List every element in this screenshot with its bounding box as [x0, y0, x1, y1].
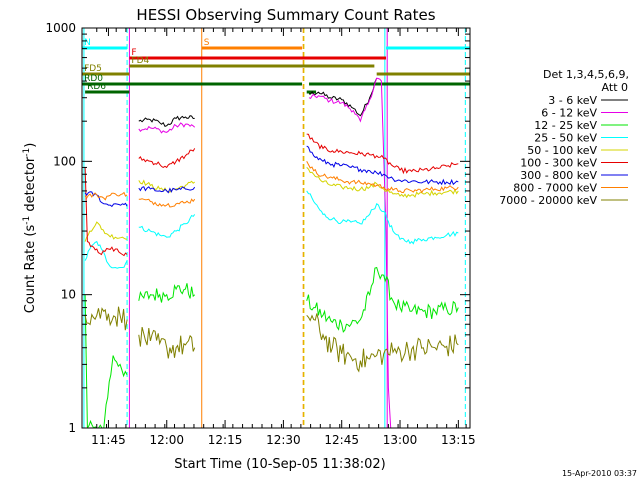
- series-7: [84, 161, 459, 208]
- legend-label-2: 12 - 25 keV: [534, 119, 597, 132]
- series-line-3-1: [138, 214, 196, 238]
- legend-label-8: 7000 - 20000 keV: [499, 194, 597, 207]
- x-axis-label: Start Time (10-Sep-05 11:38:02): [174, 457, 385, 472]
- series-line-8-2: [306, 313, 459, 373]
- flag-label-f: F: [131, 48, 136, 58]
- y-axis-label-text: Count Rate (s-1 detector-1): [22, 143, 38, 314]
- series-line-4-2: [306, 167, 459, 199]
- series-line-5-1: [138, 148, 196, 169]
- x-tick-label-1: 12:00: [149, 433, 184, 447]
- series-line-5-2: [306, 133, 459, 175]
- y-axis-label-mid: detector: [23, 156, 38, 216]
- x-tick-label-0: 11:45: [91, 433, 126, 447]
- legend-header-detectors: Det 1,3,4,5,6,9,: [543, 68, 629, 81]
- series-2: [84, 266, 459, 428]
- legend-label-6: 300 - 800 keV: [520, 169, 597, 182]
- series-line-4-0: [84, 221, 128, 242]
- series-line-2-1: [138, 283, 196, 303]
- y-tick-label-0: 1: [68, 421, 76, 435]
- plot-area: [83, 28, 466, 428]
- series-line-2-2: [306, 266, 459, 333]
- legend-header-attenuator: Att 0: [602, 81, 628, 94]
- x-tick-label-4: 12:45: [324, 433, 359, 447]
- flag-label-n: N: [84, 38, 91, 48]
- flag-label-fd4: FD4: [131, 56, 149, 66]
- x-tick-label-6: 13:15: [441, 433, 476, 447]
- series-1: [138, 77, 392, 428]
- series-5: [84, 133, 459, 257]
- series-line-8-0: [84, 306, 128, 331]
- flag-label-s: S: [204, 38, 210, 48]
- axes: 11:45 12:00 12:15 12:30 12:45 13:00 13:15 1 10 10…: [45, 21, 475, 447]
- series-line-0-1: [309, 77, 378, 117]
- x-tick-label-3: 12:30: [266, 433, 301, 447]
- series-0: [138, 77, 378, 128]
- series-4: [84, 167, 459, 242]
- y-axis-label-sup2: -1: [22, 148, 32, 157]
- legend-label-4: 50 - 100 keV: [527, 144, 597, 157]
- legend-label-1: 6 - 12 keV: [541, 107, 597, 120]
- legend-label-3: 25 - 50 keV: [534, 132, 597, 145]
- y-axis-label-end: ): [23, 143, 38, 148]
- y-axis-label-main: Count Rate (s: [23, 225, 38, 314]
- series-line-3-0: [84, 240, 128, 269]
- series-3: [84, 190, 459, 269]
- series-line-7-2: [306, 161, 459, 194]
- series-line-1-0: [138, 122, 196, 134]
- series-line-7-1: [138, 198, 196, 208]
- series-line-6-0: [84, 191, 128, 208]
- plot-frame: [81, 27, 471, 429]
- chart-title: HESSI Observing Summary Count Rates: [136, 6, 435, 24]
- series-line-8-1: [138, 326, 196, 359]
- series-6: [84, 145, 459, 208]
- series-line-6-1: [138, 186, 196, 194]
- legend-label-5: 100 - 300 keV: [520, 157, 597, 170]
- flag-label-rd6: RD6: [87, 82, 106, 92]
- series-line-7-0: [84, 191, 128, 201]
- timestamp: 15-Apr-2010 03:37: [562, 469, 637, 478]
- series-line-2-0: [84, 294, 128, 428]
- flag-label-rd0: RD0: [84, 74, 103, 84]
- series-line-1-1: [308, 77, 392, 428]
- series-line-6-2: [306, 145, 459, 186]
- series-line-0-0: [138, 115, 195, 128]
- series-lines: [84, 77, 459, 428]
- flag-label-fd5: FD5: [84, 64, 102, 74]
- y-tick-label-2: 100: [53, 154, 76, 168]
- y-axis-label: Count Rate (s-1 detector-1): [22, 143, 38, 314]
- y-tick-label-3: 1000: [45, 21, 76, 35]
- legend-label-7: 800 - 7000 keV: [513, 182, 597, 195]
- x-tick-label-5: 13:00: [383, 433, 418, 447]
- y-tick-label-1: 10: [61, 288, 76, 302]
- legend-label-0: 3 - 6 keV: [548, 94, 597, 107]
- series-line-5-0: [84, 167, 128, 257]
- series-8: [84, 306, 459, 373]
- y-axis-label-sup1: -1: [22, 216, 32, 225]
- x-tick-label-2: 12:15: [208, 433, 243, 447]
- series-line-3-2: [306, 190, 459, 245]
